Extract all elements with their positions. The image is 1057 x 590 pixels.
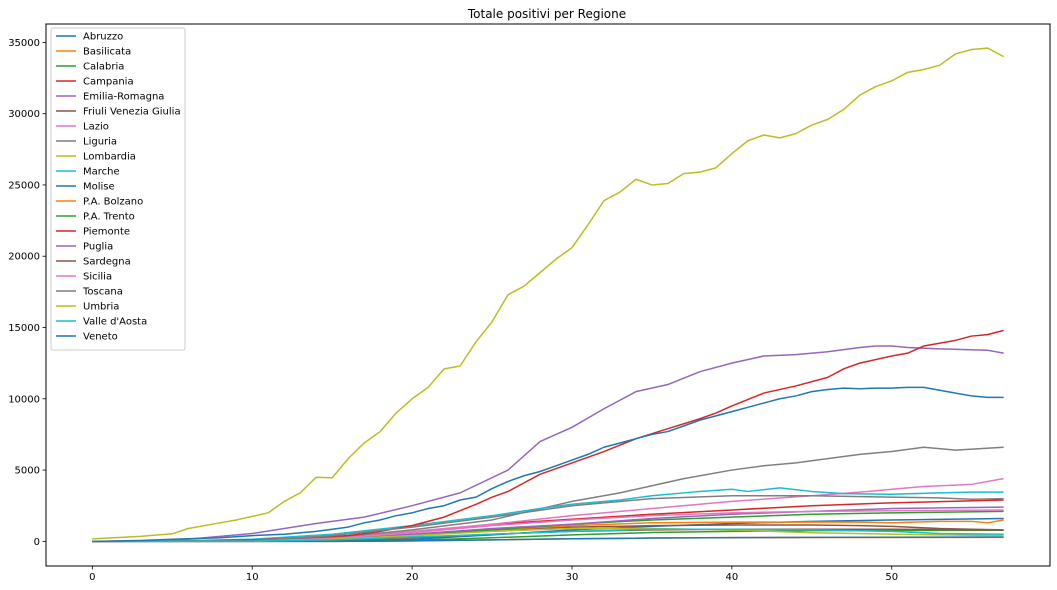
legend-label: Marche [83,167,120,178]
legend-label: Lombardia [83,152,136,163]
series-line-7 [92,446,1004,543]
y-tick-label: 35000 [8,38,40,49]
legend-label: Veneto [83,332,118,343]
y-tick-label: 10000 [8,394,40,405]
x-tick-label: 50 [885,572,898,583]
legend-label: Basilicata [83,47,131,58]
legend-label: Puglia [83,242,113,253]
series-line-17 [92,494,1004,543]
x-tick-label: 40 [725,572,738,583]
y-tick-label: 20000 [8,252,40,263]
legend-label: Abruzzo [83,32,123,43]
legend-label: Toscana [82,287,123,298]
legend-label: Lazio [83,122,109,133]
y-tick-label: 15000 [8,323,40,334]
legend-label: Sardegna [83,257,131,268]
x-axis: 0 10 20 30 40 50 [89,566,898,583]
y-axis: 0 5000 10000 15000 20000 25000 30000 35000 [8,38,46,548]
x-tick-label: 20 [406,572,419,583]
series-line-9 [92,487,1004,543]
legend-label: Valle d'Aosta [83,317,147,328]
series-layer [92,47,1004,543]
y-tick-label: 25000 [8,180,40,191]
series-line-8 [92,47,1004,540]
x-tick-label: 10 [246,572,259,583]
legend-label: Umbria [83,302,119,313]
series-line-20 [92,386,1004,543]
legend-label: Piemonte [83,227,130,238]
legend: Abruzzo Basilicata Calabria Campania Emilia-… [50,27,186,351]
x-tick-label: 30 [566,572,579,583]
legend-label: Campania [83,77,134,88]
legend-label: Calabria [83,62,124,73]
legend-label: P.A. Trento [83,212,135,223]
y-tick-label: 5000 [15,466,40,477]
series-line-4 [92,345,1004,543]
chart-title: Totale positivi per Regione [467,7,626,21]
plot-frame [45,23,1051,567]
legend-label: Friuli Venezia Giulia [83,107,181,118]
legend-label: Sicilia [83,272,112,283]
legend-label: Liguria [83,137,117,148]
y-tick-label: 0 [34,537,40,548]
legend-box [50,27,186,351]
x-tick-label: 0 [89,572,95,583]
series-line-10 [92,536,1004,543]
series-line-19 [92,528,1004,543]
legend-label: Emilia-Romagna [83,92,164,103]
legend-label: Molise [83,182,115,193]
legend-label: P.A. Bolzano [83,197,143,208]
y-tick-label: 30000 [8,109,40,120]
